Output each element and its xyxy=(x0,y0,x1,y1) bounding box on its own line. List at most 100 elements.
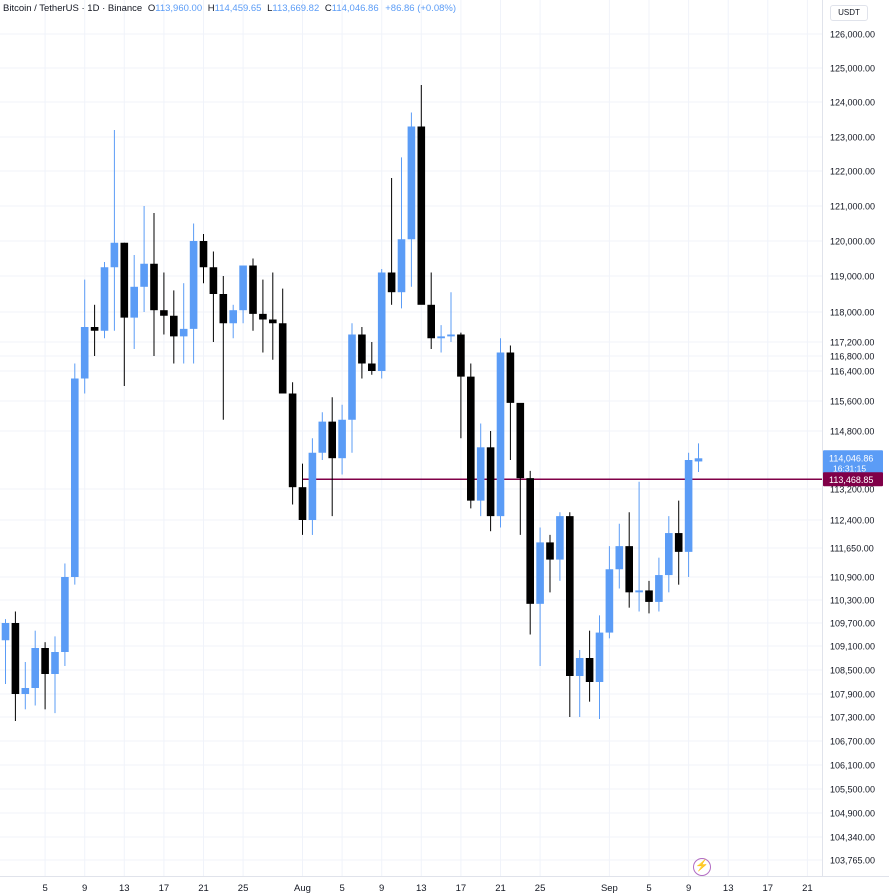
candle-body xyxy=(674,533,683,552)
candle-body xyxy=(278,323,287,394)
close-value: 114,046.86 xyxy=(331,3,379,14)
time-tick-label: 13 xyxy=(723,883,734,894)
price-tick-label: 121,000.00 xyxy=(830,202,875,212)
candle-body xyxy=(21,688,30,694)
candle-body xyxy=(476,447,485,501)
time-tick-label: 25 xyxy=(535,883,546,894)
candle xyxy=(80,279,89,394)
candle-body xyxy=(269,319,277,324)
candle-body xyxy=(120,242,129,318)
time-tick-label: 17 xyxy=(763,883,774,894)
candle-body xyxy=(437,336,445,339)
price-tick-label: 110,900.00 xyxy=(830,573,874,583)
candle-body xyxy=(516,402,525,479)
price-tick-label: 104,340.00 xyxy=(830,833,875,843)
price-tick-label: 114,800.00 xyxy=(830,427,874,437)
candle-body xyxy=(31,648,39,688)
candle xyxy=(397,157,406,309)
candle-body xyxy=(427,304,435,339)
price-axis[interactable]: 126,000.00 125,000.00 124,000.00 123,000.00… xyxy=(830,30,875,866)
time-tick-label: 17 xyxy=(456,883,467,894)
currency-unit-button[interactable]: USDT xyxy=(830,5,868,21)
candle xyxy=(655,557,663,612)
open-key: O xyxy=(147,3,156,14)
candle xyxy=(556,512,564,581)
candle-body xyxy=(308,452,317,520)
candle-body xyxy=(80,327,89,379)
candle-body xyxy=(496,352,505,517)
candle xyxy=(694,443,703,472)
candle xyxy=(338,404,346,475)
price-tick-label: 113,200.00 xyxy=(830,485,874,495)
price-tick-label: 122,000.00 xyxy=(830,167,875,177)
time-tick-label: 21 xyxy=(198,883,209,894)
lightning-bolt-icon[interactable]: ⚡ xyxy=(693,858,711,876)
candle-body xyxy=(1,623,10,641)
candle-body xyxy=(585,658,594,682)
candle-body xyxy=(457,334,465,377)
candle xyxy=(427,272,435,349)
candle xyxy=(457,332,465,439)
horizontal-line-price-label: 113,468.85 xyxy=(829,475,873,485)
candle-body xyxy=(338,419,346,459)
price-tick-label: 108,500.00 xyxy=(830,666,875,676)
time-tick-label: Sep xyxy=(601,883,618,894)
candle xyxy=(476,423,485,517)
high-value: 114,459.65 xyxy=(214,3,262,14)
time-axis[interactable]: 5 9 13 17 21 25 Aug 5 9 13 17 21 25 Sep 5 9 13 17 21 xyxy=(42,883,812,894)
candle xyxy=(605,546,614,639)
time-tick-label: 17 xyxy=(159,883,170,894)
candle-body xyxy=(486,447,495,517)
low-value: 113,669.82 xyxy=(272,3,320,14)
candle xyxy=(496,338,505,528)
candle xyxy=(239,265,247,324)
candle xyxy=(90,304,99,356)
price-tick-label: 106,700.00 xyxy=(830,737,875,747)
candle xyxy=(278,288,287,394)
candle xyxy=(318,412,327,460)
candle xyxy=(189,223,198,364)
candle-body xyxy=(368,363,376,371)
price-tick-label: 124,000.00 xyxy=(830,98,875,108)
candle xyxy=(546,534,554,593)
candle-body xyxy=(575,658,584,676)
candle-body xyxy=(160,310,168,316)
candle xyxy=(358,327,366,379)
last-price-label-box xyxy=(823,450,883,475)
price-tick-label: 105,500.00 xyxy=(830,785,875,795)
candle-body xyxy=(546,542,554,560)
candle-body xyxy=(41,648,49,674)
price-tick-label: 107,900.00 xyxy=(830,690,875,700)
price-tick-label: 126,000.00 xyxy=(830,30,875,40)
candle-body xyxy=(249,265,257,314)
price-tick-label: 103,765.00 xyxy=(830,856,875,866)
price-tick-label: 117,200.00 xyxy=(830,338,874,348)
price-tick-label: 106,100.00 xyxy=(830,761,875,771)
candle-body xyxy=(348,334,356,420)
candle xyxy=(585,630,594,702)
open-value: 113,960.00 xyxy=(155,3,203,14)
candle-body xyxy=(506,352,515,403)
time-tick-label: 9 xyxy=(379,883,384,894)
price-tick-label: 119,000.00 xyxy=(830,272,874,282)
candle xyxy=(21,662,30,710)
candle-body xyxy=(199,241,208,268)
candle xyxy=(61,563,69,666)
candle xyxy=(308,438,317,535)
horizontal-line-price-box xyxy=(823,472,883,487)
candle-body xyxy=(11,623,20,694)
change-value: +86.86 (+0.08%) xyxy=(385,3,457,14)
time-tick-label: 5 xyxy=(646,883,651,894)
candle-body xyxy=(655,575,663,602)
candle xyxy=(130,255,138,349)
symbol-title[interactable]: Bitcoin / TetherUS · 1D · Binance xyxy=(3,3,143,14)
candle xyxy=(368,342,376,375)
price-tick-label: 125,000.00 xyxy=(830,64,875,74)
candle-body xyxy=(536,542,544,604)
candle-body xyxy=(150,263,158,311)
candle xyxy=(595,615,604,719)
candle xyxy=(140,206,148,312)
candle-body xyxy=(179,328,188,337)
time-tick-label: 21 xyxy=(495,883,506,894)
